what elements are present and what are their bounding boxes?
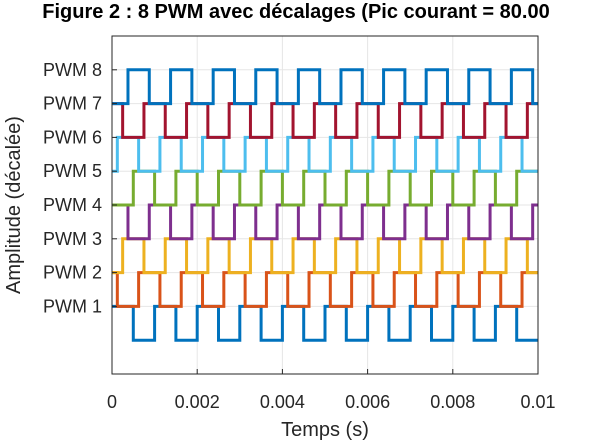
y-tick-label: PWM 6	[43, 127, 102, 147]
series-line-pwm-1	[112, 304, 538, 342]
y-tick-label: PWM 2	[43, 263, 102, 283]
y-tick-label: PWM 8	[43, 60, 102, 80]
y-tick-label: PWM 1	[43, 296, 102, 316]
series-line-pwm-4	[112, 203, 538, 241]
x-tick-label: 0	[107, 392, 117, 412]
series-group	[112, 68, 538, 342]
x-axis-label: Temps (s)	[281, 419, 369, 440]
series-line-pwm-6	[112, 135, 538, 173]
y-axis-label: Amplitude (décalée)	[3, 116, 25, 294]
series-line-pwm-8	[112, 68, 538, 106]
series-line-pwm-5	[112, 169, 538, 207]
y-tick-label: PWM 3	[43, 229, 102, 249]
x-axis-ticks: 0 0.002 0.004 0.006 0.008 0.01	[107, 369, 556, 412]
y-tick-label: PWM 7	[43, 94, 102, 114]
y-axis-ticks: PWM 1 PWM 2 PWM 3 PWM 4 PWM 5 PWM 6 PWM 7 PWM 8	[43, 60, 117, 316]
y-tick-label: PWM 4	[43, 195, 102, 215]
x-tick-label: 0.008	[430, 392, 475, 412]
series-line-pwm-3	[112, 237, 538, 275]
chart-title: Figure 2 : 8 PWM avec décalages (Pic cou…	[42, 1, 549, 23]
series-line-pwm-7	[112, 102, 538, 139]
series-line-pwm-2	[112, 271, 538, 308]
x-tick-label: 0.006	[345, 392, 390, 412]
y-tick-label: PWM 5	[43, 161, 102, 181]
x-tick-label: 0.01	[520, 392, 555, 412]
x-tick-label: 0.002	[175, 392, 220, 412]
x-tick-label: 0.004	[260, 392, 305, 412]
